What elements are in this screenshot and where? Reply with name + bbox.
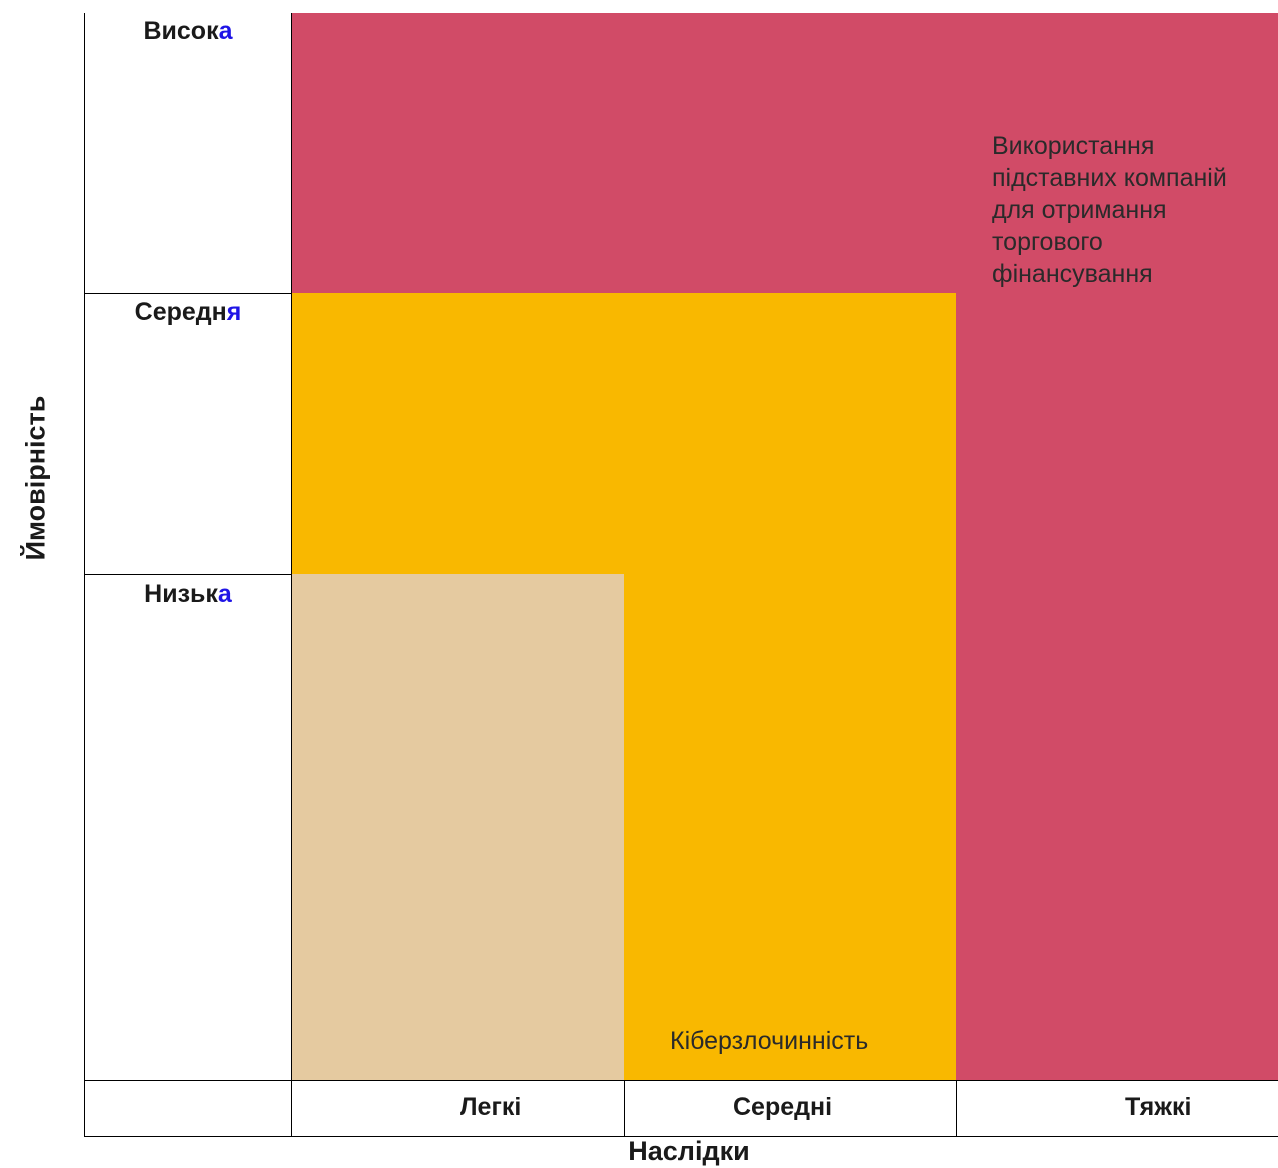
zone-low xyxy=(292,574,624,1081)
likelihood-medium-label: Середня xyxy=(84,298,292,327)
column-divider-2 xyxy=(956,1081,957,1137)
high-risk-item: Використання підставних компаній для отр… xyxy=(992,132,1227,288)
likelihood-low-ending: а xyxy=(217,580,232,608)
likelihood-low-stem: Низьк xyxy=(144,580,218,608)
likelihood-medium-ending: я xyxy=(226,298,242,326)
likelihood-medium-stem: Середн xyxy=(134,298,227,326)
likelihood-low-label: Низька xyxy=(84,580,292,609)
consequence-light-label: Легкі xyxy=(460,1093,522,1121)
row-divider-high-medium xyxy=(84,293,292,294)
x-axis-title: Наслідки xyxy=(628,1136,750,1166)
consequence-row-top-border xyxy=(84,1080,1278,1081)
y-axis-title: Ймовірність xyxy=(20,395,51,561)
label-column-divider xyxy=(291,13,292,1137)
likelihood-high-ending: а xyxy=(218,17,233,45)
frame-bottom-border xyxy=(84,1136,1278,1137)
likelihood-high-stem: Висок xyxy=(143,17,219,45)
frame-left-border xyxy=(84,13,85,1137)
medium-risk-item: Кіберзлочинність xyxy=(670,1027,869,1055)
likelihood-high-label: Висока xyxy=(84,17,292,46)
consequence-medium-label: Середні xyxy=(733,1093,833,1121)
column-divider-1 xyxy=(624,1081,625,1137)
risk-matrix: Висока Середня Низька Легкі Середні Тяжк… xyxy=(84,13,1278,1137)
row-divider-medium-low xyxy=(84,574,292,575)
consequence-severe-label: Тяжкі xyxy=(1125,1093,1192,1121)
